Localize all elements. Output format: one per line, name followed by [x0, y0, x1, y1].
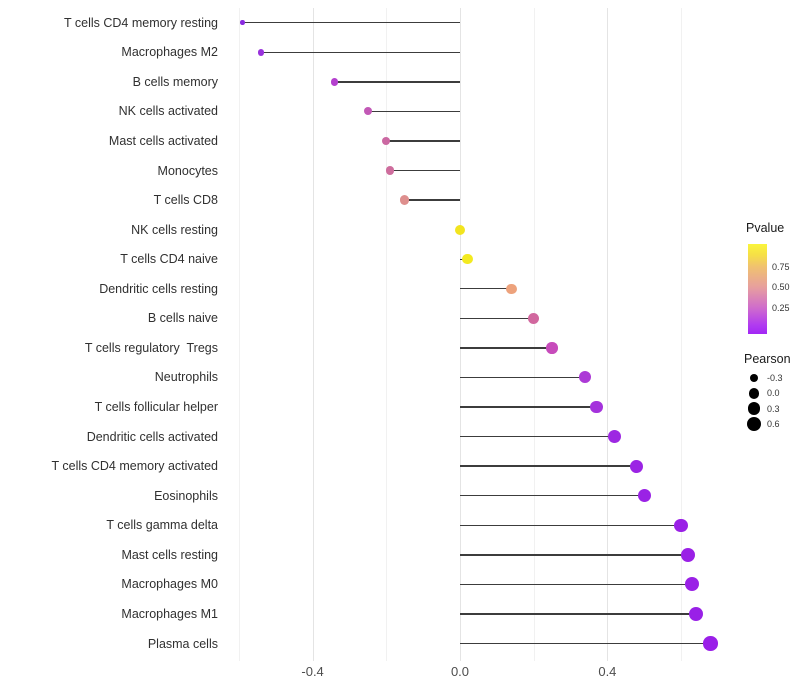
lollipop-dot — [546, 342, 558, 354]
lollipop-dot — [382, 136, 391, 145]
lollipop-segment — [386, 140, 460, 142]
lollipop-dot — [630, 459, 644, 473]
pearson-legend-dot — [749, 373, 759, 383]
lollipop-dot — [579, 371, 592, 384]
lollipop-segment — [460, 435, 615, 438]
pearson-legend-dot — [746, 416, 762, 432]
lollipop-segment — [242, 22, 460, 24]
category-label: Macrophages M0 — [121, 577, 218, 592]
lollipop-segment — [367, 110, 460, 113]
gridline-minor — [386, 8, 388, 661]
lollipop-segment — [460, 288, 512, 290]
lollipop-segment — [404, 199, 460, 201]
category-label: Dendritic cells resting — [99, 281, 218, 296]
lollipop-segment — [460, 524, 682, 526]
pvalue-tick-label: 0.50 — [772, 282, 790, 293]
gridline-major — [312, 8, 314, 661]
category-label: T cells CD4 memory activated — [51, 459, 219, 474]
category-label: T cells CD4 naive — [120, 252, 218, 267]
lollipop-segment — [460, 406, 597, 408]
lollipop-dot — [385, 166, 395, 175]
category-label: Neutrophils — [154, 370, 218, 385]
x-tick-label: -0.4 — [301, 664, 324, 679]
lollipop-dot — [637, 488, 651, 503]
lollipop-dot — [257, 49, 265, 56]
category-label: Macrophages M1 — [121, 606, 218, 621]
lollipop-dot — [240, 20, 245, 25]
x-tick-label: 0.4 — [598, 664, 617, 679]
lollipop-dot — [330, 78, 339, 86]
category-label: NK cells activated — [118, 104, 218, 119]
category-label: B cells naive — [147, 311, 218, 326]
x-tick-label: 0.0 — [450, 664, 470, 679]
category-label: B cells memory — [132, 74, 218, 89]
lollipop-segment — [460, 376, 586, 379]
lollipop-dot — [674, 518, 688, 533]
lollipop-segment — [460, 642, 711, 645]
lollipop-dot — [455, 224, 465, 235]
lollipop-dot — [527, 312, 540, 325]
pvalue-tick-label: 0.75 — [772, 261, 790, 272]
lollipop-segment — [389, 169, 460, 172]
category-label: T cells gamma delta — [106, 518, 218, 533]
lollipop-segment — [460, 495, 645, 497]
pearson-legend-label: -0.3 — [767, 373, 783, 383]
lollipop-dot — [685, 577, 700, 592]
category-label: Dendritic cells activated — [86, 429, 218, 444]
category-label: Mast cells resting — [121, 547, 218, 562]
lollipop-dot — [363, 107, 372, 116]
pearson-legend-dot — [748, 387, 760, 399]
pearson-legend-title: Pearson — [744, 352, 791, 366]
lollipop-segment — [460, 347, 553, 349]
lollipop-segment — [460, 583, 693, 586]
pearson-legend-label: 0.6 — [767, 418, 780, 429]
lollipop-segment — [460, 465, 637, 467]
pearson-legend-label: 0.0 — [767, 388, 780, 399]
category-label: Macrophages M2 — [121, 45, 218, 60]
lollipop-dot — [703, 636, 718, 651]
lollipop-segment — [460, 317, 534, 320]
category-label: Mast cells activated — [108, 133, 218, 148]
lollipop-segment — [334, 81, 460, 83]
category-label: T cells regulatory Tregs — [84, 340, 218, 355]
pvalue-tick-label: 0.25 — [772, 302, 790, 313]
lollipop-dot — [399, 195, 410, 205]
gridline-minor — [238, 8, 240, 661]
category-label: NK cells resting — [131, 222, 218, 237]
category-label: Eosinophils — [154, 488, 218, 503]
pearson-legend-dot — [747, 402, 761, 415]
gridline-minor — [681, 8, 683, 661]
lollipop-dot — [462, 253, 473, 265]
lollipop-dot — [681, 547, 696, 562]
lollipop-dot — [608, 430, 622, 444]
category-label: Plasma cells — [147, 636, 218, 651]
gridline-major — [460, 8, 461, 661]
gridline-minor — [533, 8, 535, 661]
category-label: T cells CD8 — [153, 193, 218, 208]
category-label: Monocytes — [157, 163, 218, 178]
lollipop-segment — [460, 613, 696, 615]
pvalue-colorbar — [748, 244, 767, 334]
pearson-legend-label: 0.3 — [767, 403, 780, 414]
category-label: T cells follicular helper — [94, 400, 218, 415]
lollipop-dot — [590, 400, 603, 414]
pvalue-legend-title: Pvalue — [746, 221, 785, 235]
lollipop-dot — [506, 283, 517, 295]
gridline-major — [607, 8, 609, 661]
category-label: T cells CD4 memory resting — [64, 15, 218, 30]
lollipop-dot — [688, 606, 703, 621]
lollipop-segment — [460, 554, 689, 556]
lollipop-segment — [261, 51, 460, 53]
